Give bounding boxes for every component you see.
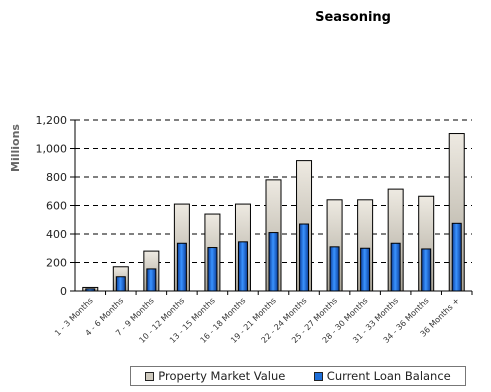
bar-current-loan-balance (451, 222, 462, 292)
chart-title: Seasoning (315, 10, 391, 25)
y-tick-label: 600 (46, 200, 67, 213)
bar-current-loan-balance (360, 247, 371, 292)
legend-label: Property Market Value (158, 369, 286, 383)
bar-current-loan-balance (268, 232, 279, 292)
bar-current-loan-balance (299, 223, 310, 292)
bar-current-loan-balance (85, 288, 96, 292)
y-tick-label: 1,200 (36, 114, 68, 127)
bar-current-loan-balance (207, 247, 218, 292)
y-tick-label: 0 (60, 285, 67, 298)
y-tick-label: 200 (46, 257, 67, 270)
legend-item-property-market-value: Property Market Value (145, 369, 285, 383)
legend-label: Current Loan Balance (326, 369, 451, 383)
y-axis-label: Millions (9, 124, 22, 172)
y-tick-label: 1,000 (36, 143, 68, 156)
bar-current-loan-balance (176, 242, 187, 292)
legend-swatch-property-market-value (145, 371, 155, 381)
bar-current-loan-balance (390, 242, 401, 292)
y-tick-label: 800 (46, 171, 67, 184)
y-tick-label: 400 (46, 228, 67, 241)
legend-swatch-current-loan-balance (313, 371, 323, 381)
bar-current-loan-balance (237, 241, 248, 292)
bar-current-loan-balance (421, 248, 432, 292)
bar-current-loan-balance (115, 276, 126, 292)
legend-item-current-loan-balance: Current Loan Balance (313, 369, 451, 383)
chart-legend: Property Market Value Current Loan Balan… (130, 366, 466, 386)
bar-current-loan-balance (329, 246, 340, 292)
bar-current-loan-balance (146, 268, 157, 292)
